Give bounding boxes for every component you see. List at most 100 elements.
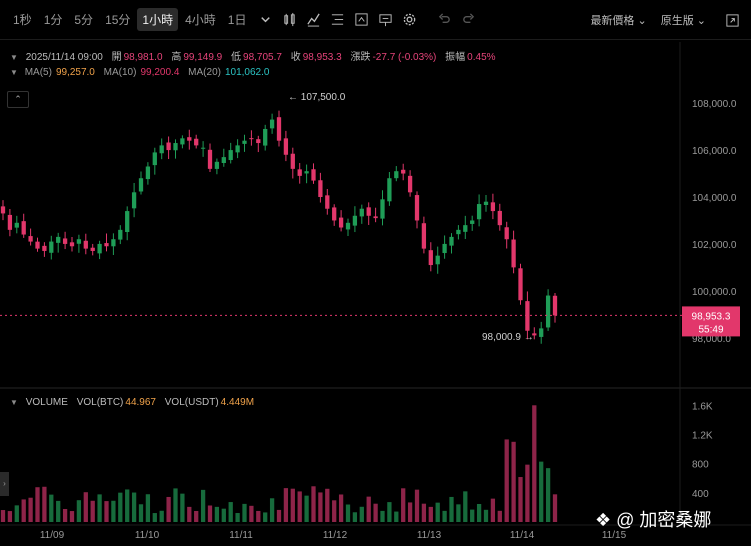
candle-body xyxy=(173,143,178,151)
timeframe-1h[interactable]: 1小時 xyxy=(137,8,179,31)
price-tick-label: 98,000.0 xyxy=(692,334,731,345)
price-tick-label: 102,000.0 xyxy=(692,240,737,251)
vol-btc-label: VOL(BTC) xyxy=(76,397,124,408)
time-tick-label: 11/10 xyxy=(135,530,160,541)
candle-body xyxy=(490,202,496,212)
volume-bar xyxy=(62,508,68,522)
candle-body xyxy=(463,225,468,232)
candle-body xyxy=(407,175,413,193)
expand-side-button[interactable]: › xyxy=(0,472,9,496)
timeframe-1m[interactable]: 1分 xyxy=(43,13,63,27)
candle-body xyxy=(525,301,530,331)
chevron-down-icon[interactable] xyxy=(256,11,274,29)
candle-body xyxy=(545,295,551,328)
volume-bar xyxy=(532,405,537,522)
ma5-label: MA(5) xyxy=(24,67,52,78)
collapse-legend-button[interactable]: ⌃ xyxy=(7,91,29,108)
volume-bar xyxy=(325,488,330,522)
volume-bar xyxy=(345,504,351,522)
candle-body xyxy=(283,138,289,155)
time-tick-label: 11/14 xyxy=(510,530,535,541)
candle-body xyxy=(539,328,544,337)
fullscreen-icon[interactable] xyxy=(723,11,741,29)
candle-body xyxy=(56,236,61,243)
candle-body xyxy=(14,222,19,228)
time-tick-label: 11/15 xyxy=(602,530,627,541)
collapse-arrow-icon[interactable]: ▼ xyxy=(10,68,18,77)
redo-icon[interactable] xyxy=(459,11,477,29)
ma5-value: 99,257.0 xyxy=(55,67,95,78)
candle-body xyxy=(49,241,54,253)
volume-bar xyxy=(407,502,413,522)
volume-bar xyxy=(76,500,82,522)
drawing-tools-icon[interactable] xyxy=(328,11,346,29)
gear-icon[interactable] xyxy=(400,11,418,29)
volume-bar xyxy=(200,489,206,522)
compare-icon[interactable] xyxy=(376,11,394,29)
candle-body xyxy=(442,243,447,254)
open-label: 開 xyxy=(111,52,122,63)
volume-bar xyxy=(69,511,75,522)
candle-body xyxy=(131,192,137,209)
candle-body xyxy=(263,128,268,146)
candle-body xyxy=(421,223,427,249)
price-mode-dropdown[interactable]: 最新價格 ⌄ xyxy=(590,12,646,28)
toolbar-right: 最新價格 ⌄ 原生版 ⌄ xyxy=(590,0,751,40)
candle-body xyxy=(35,241,40,249)
volume-bar xyxy=(131,492,137,522)
amplitude-label: 振幅 xyxy=(445,52,466,63)
volume-bar xyxy=(0,510,6,522)
candle-body xyxy=(159,145,164,154)
candle-body xyxy=(518,268,523,301)
collapse-arrow-icon[interactable]: ▼ xyxy=(10,53,18,62)
volume-bar xyxy=(221,508,226,522)
candle-body xyxy=(428,250,433,266)
candle-type-icon[interactable] xyxy=(280,11,298,29)
version-dropdown[interactable]: 原生版 ⌄ xyxy=(661,12,706,28)
volume-bar xyxy=(435,502,440,522)
last-price-value: 98,953.3 xyxy=(692,311,731,322)
template-icon[interactable] xyxy=(352,11,370,29)
volume-bar xyxy=(56,500,61,522)
candle-body xyxy=(352,215,358,226)
high-price-annotation: ← 107,500.0 xyxy=(288,92,346,103)
candle-body xyxy=(256,139,261,144)
change-label: 漲跌 xyxy=(350,52,371,63)
undo-icon[interactable] xyxy=(435,11,453,29)
volume-bar xyxy=(297,491,302,522)
volume-bar xyxy=(539,461,544,522)
candle-body xyxy=(97,243,102,254)
candle-body xyxy=(7,214,13,230)
candle-body xyxy=(235,145,240,153)
volume-bar xyxy=(401,488,406,522)
timeframe-15m[interactable]: 15分 xyxy=(105,13,131,27)
candle-body xyxy=(532,333,537,336)
candle-body xyxy=(338,217,344,228)
volume-bar xyxy=(290,488,295,522)
chevron-down-icon: ⌄ xyxy=(696,15,706,27)
timeframe-1s[interactable]: 1秒 xyxy=(13,13,32,27)
ma20-value: 101,062.0 xyxy=(224,67,270,78)
candle-body xyxy=(394,171,399,179)
timeframe-5m[interactable]: 5分 xyxy=(74,13,94,27)
volume-tick-label: 1.2K xyxy=(692,430,713,441)
volume-legend: ▼ VOLUME VOL(BTC) 44.967 VOL(USDT) 4.449M xyxy=(10,397,260,408)
volume-bar xyxy=(366,496,371,522)
indicator-icon[interactable] xyxy=(304,11,322,29)
volume-bar xyxy=(159,510,164,522)
collapse-arrow-icon[interactable]: ▼ xyxy=(10,398,18,407)
volume-tick-label: 400 xyxy=(692,489,709,500)
candle-body xyxy=(304,171,309,174)
candle-body xyxy=(125,211,130,233)
timeframe-4h[interactable]: 4小時 xyxy=(185,13,216,27)
candle-datetime: 2025/11/14 09:00 xyxy=(25,52,103,63)
price-tick-label: 108,000.0 xyxy=(692,99,737,110)
volume-bar xyxy=(83,492,88,522)
volume-bar xyxy=(414,489,420,522)
candle-body xyxy=(387,178,392,202)
candle-body xyxy=(449,236,454,246)
volume-bar xyxy=(394,511,399,522)
watermark: ❖ @ 加密桑娜 xyxy=(595,510,712,530)
timeframe-1d[interactable]: 1日 xyxy=(227,13,247,27)
